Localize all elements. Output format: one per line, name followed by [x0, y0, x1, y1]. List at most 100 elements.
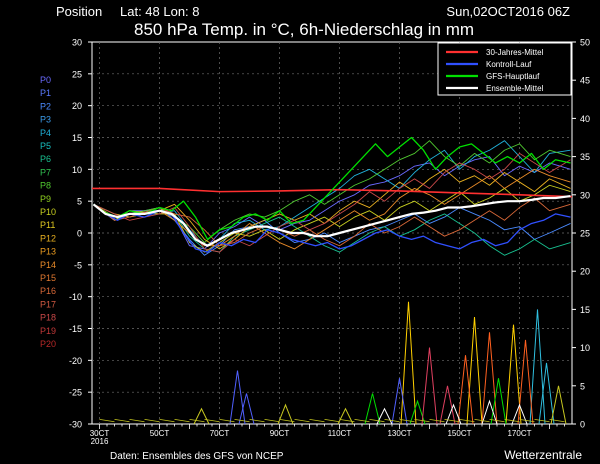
x-tick-label: 90CT	[270, 429, 290, 438]
precip-baseline	[189, 419, 205, 423]
member-label: P7	[40, 167, 51, 177]
y-tick-label-right: 15	[580, 305, 590, 315]
precip-spike	[337, 407, 354, 425]
ensemble-member-line	[93, 156, 571, 250]
ensemble-member-line	[93, 184, 571, 253]
precip-spike	[511, 403, 528, 425]
precip-baseline	[99, 419, 115, 423]
x-tick-label: 150CT	[447, 429, 471, 438]
precip-baseline	[459, 419, 475, 423]
precip-baseline	[144, 419, 160, 423]
series-line	[92, 194, 571, 247]
member-label: P19	[40, 326, 56, 336]
member-label: P9	[40, 194, 51, 204]
y-tick-label-left: 0	[77, 229, 82, 239]
precip-spike	[481, 399, 498, 425]
precip-spike	[376, 407, 393, 425]
position-label: Position	[56, 4, 102, 19]
member-label: P0	[40, 75, 51, 85]
y-tick-label-left: -30	[69, 420, 82, 430]
precip-baseline	[279, 419, 295, 423]
precip-spike	[193, 407, 210, 425]
y-tick-label-right: 35	[580, 152, 590, 162]
series-line	[93, 136, 571, 241]
precip-spike	[400, 301, 417, 425]
precip-spike	[481, 332, 498, 425]
lat-lon-label: Lat: 48 Lon: 8	[120, 4, 200, 19]
precip-baseline	[249, 419, 265, 423]
precip-baseline	[219, 419, 235, 423]
ensemble-member-lines	[93, 140, 571, 256]
member-label: P4	[40, 128, 51, 138]
precipitation-bars	[99, 301, 567, 425]
member-label: P10	[40, 207, 56, 217]
precip-baseline	[429, 419, 445, 423]
precip-baseline	[294, 419, 310, 423]
y-tick-label-right: 45	[580, 76, 590, 86]
series-line	[93, 203, 571, 253]
precip-baseline	[129, 419, 145, 423]
member-label-list: P0 P1 P2 P3 P4 P5 P6 P7 P8 P9 P10 P11 P12 P13 P14 P15 P1…	[40, 75, 56, 349]
precip-baseline	[324, 419, 340, 423]
precip-baseline	[234, 419, 250, 423]
precip-baseline	[204, 419, 220, 423]
y-tick-label-left: 10	[72, 165, 82, 175]
precip-baseline	[474, 419, 490, 423]
data-source: Daten: Ensembles des GFS von NCEP	[110, 451, 284, 462]
member-label: P15	[40, 273, 56, 283]
chart-title: 850 hPa Temp. in °C, 6h-Niederschlag in …	[134, 20, 474, 39]
precip-baseline	[354, 419, 370, 423]
member-label: P2	[40, 101, 51, 111]
legend: 30-Jahres-Mittel Kontroll-Lauf GFS-Hauptla…	[437, 42, 572, 96]
precip-spike	[457, 355, 474, 425]
brand-name: Wetterzentrale	[504, 448, 582, 462]
precip-spike	[529, 309, 546, 425]
member-label: P6	[40, 154, 51, 164]
precip-spike	[445, 403, 462, 425]
y-tick-label-left: -10	[69, 292, 82, 302]
precip-baseline	[309, 419, 325, 423]
precip-spike	[538, 362, 555, 425]
member-label: P13	[40, 247, 56, 257]
y-tick-label-right: 40	[580, 114, 590, 124]
precip-spike	[550, 385, 567, 425]
x-tick-label: 110CT	[328, 429, 352, 438]
precip-baseline	[159, 419, 175, 423]
series-line	[92, 187, 573, 198]
precip-baseline	[489, 419, 505, 423]
precip-baseline	[264, 419, 280, 423]
y-tick-label-left: -25	[69, 388, 82, 398]
member-label: P3	[40, 115, 51, 125]
legend-label: 30-Jahres-Mittel	[486, 48, 544, 57]
member-label: P11	[40, 220, 55, 230]
run-date: Sun,02OCT2016 06Z	[446, 4, 570, 19]
x-tick-label: 50CT	[150, 429, 170, 438]
y-tick-label-left: 5	[77, 197, 82, 207]
x-tick-label: 70CT	[210, 429, 230, 438]
ensemble-member-line	[93, 168, 571, 250]
precip-spike	[466, 317, 483, 425]
y-tick-label-left: 30	[72, 38, 82, 48]
y-tick-label-right: 50	[580, 38, 590, 48]
precip-spike	[364, 393, 381, 425]
precip-baseline	[519, 419, 535, 423]
precip-baseline	[549, 419, 565, 423]
member-label: P8	[40, 181, 51, 191]
precip-baseline	[174, 419, 190, 423]
ensemble-member-line	[93, 203, 571, 256]
precip-spike	[490, 378, 507, 425]
precip-baseline	[339, 419, 355, 423]
precip-spike	[517, 339, 534, 425]
member-label: P5	[40, 141, 51, 151]
x-tick-label: 170CT	[507, 429, 531, 438]
y-tick-label-right: 30	[580, 190, 590, 200]
y-tick-label-right: 20	[580, 267, 590, 277]
precip-spike	[421, 347, 438, 425]
ensemble-member-line	[93, 197, 571, 247]
precip-spike	[439, 385, 456, 425]
left-y-axis: 30 25 20 15 10 5 0 -5 -10 -15 -20 -25 -30	[69, 38, 92, 430]
y-tick-label-right: 0	[580, 420, 585, 430]
x-tick-label: 30CT	[90, 429, 110, 438]
legend-label: Kontroll-Lauf	[486, 60, 532, 69]
